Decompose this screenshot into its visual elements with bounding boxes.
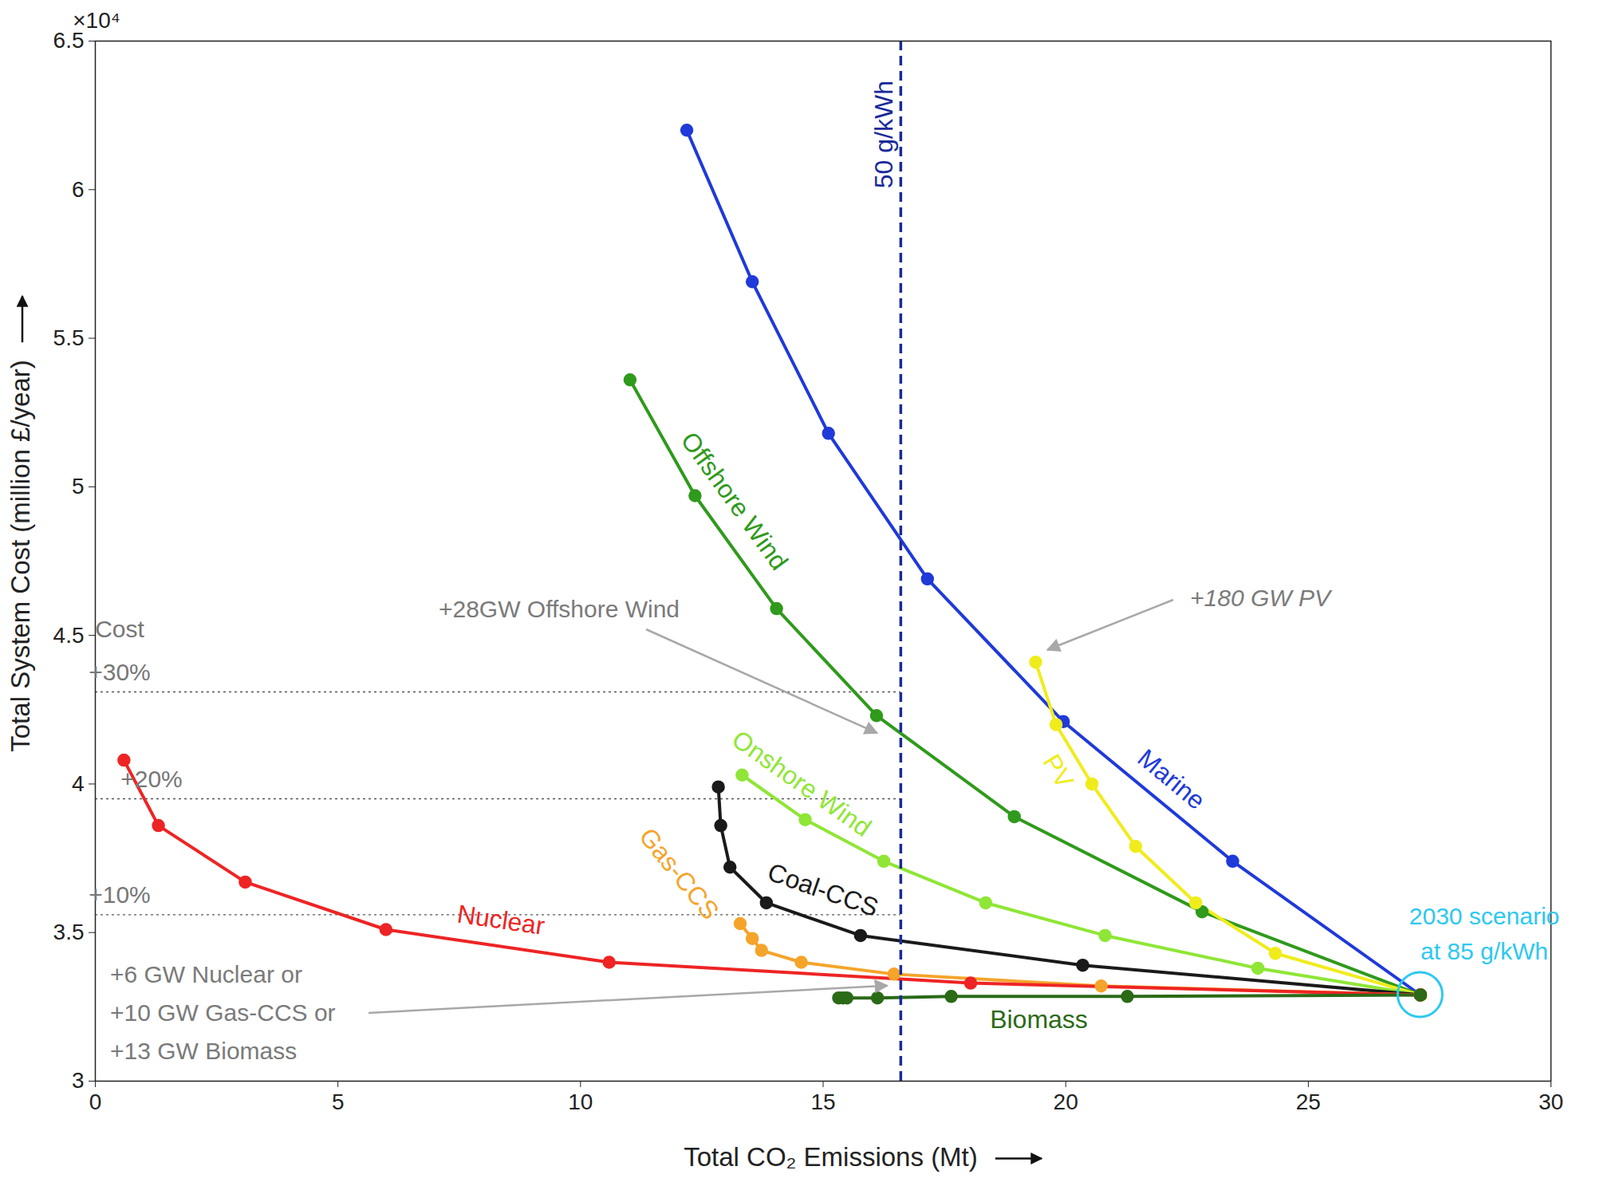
svg-text:PV: PV [1037,748,1080,794]
svg-text:5: 5 [331,1089,345,1115]
svg-text:+28GW Offshore Wind: +28GW Offshore Wind [438,595,680,623]
svg-text:50 g/kWh: 50 g/kWh [869,80,899,189]
svg-text:+10%: +10% [88,881,151,908]
svg-text:Total System Cost (million £/y: Total System Cost (million £/year) [5,359,36,752]
svg-text:Total CO₂ Emissions (Mt): Total CO₂ Emissions (Mt) [683,1142,978,1172]
svg-text:4.5: 4.5 [53,622,85,648]
svg-text:Cost: Cost [94,615,145,643]
svg-text:+30%: +30% [88,658,151,686]
svg-text:Offshore Wind: Offshore Wind [675,426,795,576]
svg-text:+20%: +20% [120,765,183,793]
svg-text:+10 GW Gas-CCS or: +10 GW Gas-CCS or [110,999,336,1026]
svg-text:15: 15 [810,1089,836,1115]
svg-text:Biomass: Biomass [989,1004,1088,1034]
svg-text:30: 30 [1538,1089,1564,1115]
svg-text:Marine: Marine [1132,743,1211,816]
svg-text:Gas-CCS: Gas-CCS [633,822,725,926]
svg-text:25: 25 [1296,1089,1321,1115]
svg-text:5: 5 [71,473,85,499]
svg-text:+13 GW Biomass: +13 GW Biomass [110,1037,297,1065]
svg-text:at 85 g/kWh: at 85 g/kWh [1420,937,1549,965]
svg-text:6.5: 6.5 [53,28,85,54]
svg-text:×10⁴: ×10⁴ [72,7,121,33]
svg-text:5.5: 5.5 [53,325,85,351]
svg-text:+6 GW Nuclear or: +6 GW Nuclear or [110,961,303,988]
svg-text:3: 3 [71,1067,85,1093]
svg-text:0: 0 [89,1089,103,1115]
svg-text:20: 20 [1053,1089,1079,1115]
svg-text:4: 4 [71,771,85,797]
svg-text:2030 scenario: 2030 scenario [1409,902,1560,930]
svg-text:Nuclear: Nuclear [455,898,548,941]
svg-text:+180 GW PV: +180 GW PV [1190,584,1333,611]
svg-text:3.5: 3.5 [53,919,85,945]
svg-text:Coal-CCS: Coal-CCS [764,857,883,923]
svg-text:Onshore Wind: Onshore Wind [726,724,877,842]
svg-text:6: 6 [71,177,85,202]
svg-text:10: 10 [567,1089,593,1115]
